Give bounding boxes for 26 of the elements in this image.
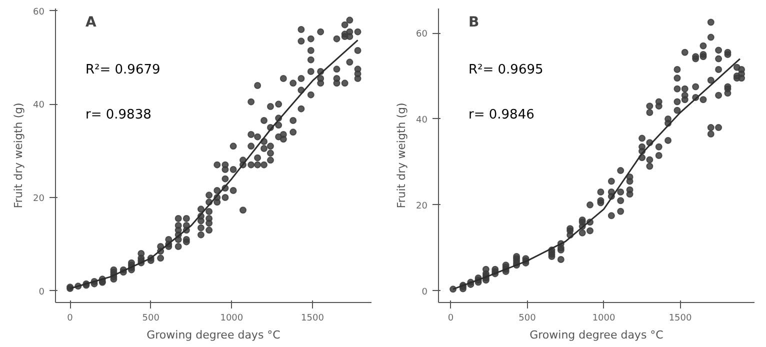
chart-title: B xyxy=(468,14,480,30)
y-tick-label: 60 xyxy=(416,30,428,40)
y-tick-label: 20 xyxy=(416,201,428,212)
annotation: r= 0.9846 xyxy=(468,108,534,122)
x-tick-label: 1500 xyxy=(668,314,692,324)
x-tick-label: 1000 xyxy=(592,314,616,324)
x-tick-label: 0 xyxy=(67,314,74,324)
x-tick-label: 0 xyxy=(448,314,454,324)
x-tick-label: 500 xyxy=(142,314,160,324)
x-tick-label: 500 xyxy=(518,314,536,324)
x-axis-title: Growing degree days °C xyxy=(530,328,664,342)
x-axis-title: Growing degree days °C xyxy=(146,328,281,342)
y-tick-label: 40 xyxy=(416,115,428,126)
x-tick-label: 1000 xyxy=(220,314,244,324)
text: A xyxy=(86,14,96,30)
y-tick-label: 0 xyxy=(38,287,45,298)
y-tick-label: 60 xyxy=(33,7,45,18)
annotation: R²= 0.9679 xyxy=(86,62,160,78)
y-axis-title: Fruit dry weigth (g) xyxy=(12,102,26,208)
x-tick-label: 1500 xyxy=(301,314,324,324)
y-tick-label: 20 xyxy=(33,194,45,204)
annotation: r= 0.9838 xyxy=(86,108,152,122)
y-tick-label: 40 xyxy=(33,100,45,111)
y-tick-label: 0 xyxy=(422,287,428,298)
annotation: R²= 0.9695 xyxy=(468,62,544,78)
y-axis-title: Fruit dry weigth (g) xyxy=(395,102,408,208)
